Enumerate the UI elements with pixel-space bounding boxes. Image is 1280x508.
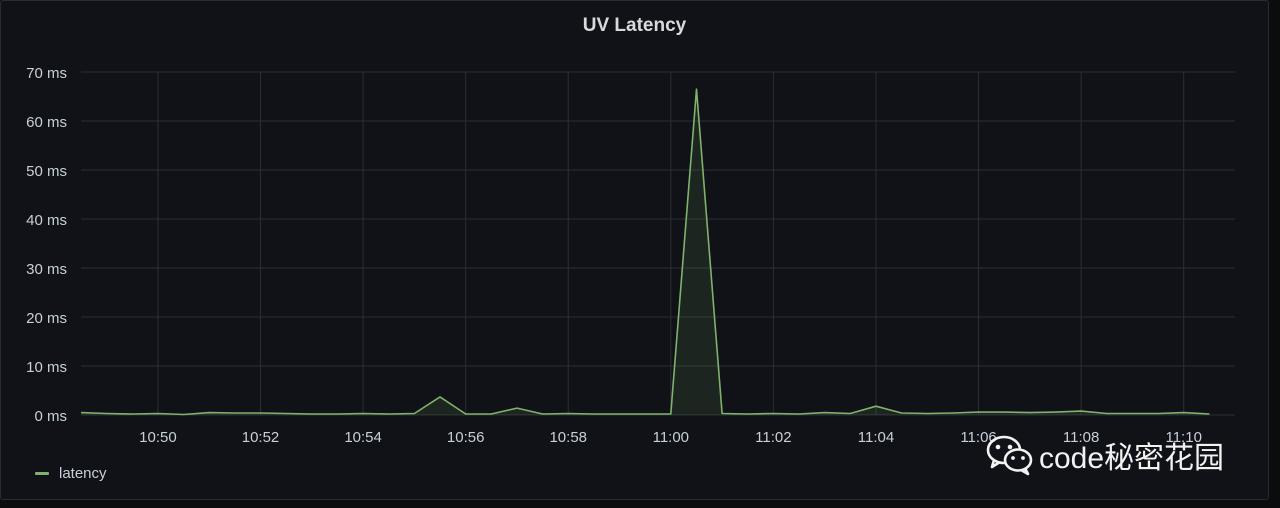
data-point <box>1054 411 1056 413</box>
legend-label[interactable]: latency <box>59 465 107 482</box>
data-point <box>413 412 415 414</box>
data-point <box>285 412 287 414</box>
data-point <box>644 413 646 415</box>
data-point <box>131 413 133 415</box>
grid <box>81 71 1235 416</box>
data-point <box>157 412 159 414</box>
data-point <box>721 412 723 414</box>
y-tick-label: 30 ms <box>26 261 67 278</box>
series-line-latency <box>80 88 1210 416</box>
watermark-text: code秘密花园 <box>1039 442 1225 475</box>
y-tick-label: 70 ms <box>26 65 67 82</box>
y-tick-label: 0 ms <box>34 408 67 425</box>
x-tick-label: 10:52 <box>242 429 280 446</box>
data-point <box>234 412 236 414</box>
x-tick-label: 11:10 <box>1165 429 1201 446</box>
data-point <box>362 412 364 414</box>
data-point <box>1131 412 1133 414</box>
data-point <box>182 413 184 415</box>
data-point <box>439 396 441 398</box>
wechat-icon <box>986 435 1033 476</box>
x-axis: 10:50 10:52 10:54 10:56 10:58 11:00 11:02 11:04… <box>139 429 1202 446</box>
x-tick-label: 11:08 <box>1063 429 1099 446</box>
data-point <box>516 407 518 409</box>
data-point <box>977 411 979 413</box>
data-point <box>926 412 928 414</box>
y-tick-label: 10 ms <box>26 359 67 376</box>
data-point <box>388 413 390 415</box>
y-axis: 0 ms 10 ms 20 ms 30 ms 40 ms 50 ms 60 ms 70 ms <box>26 65 67 425</box>
series-layer <box>80 88 1210 416</box>
x-tick-label: 11:04 <box>858 429 894 446</box>
data-point <box>670 413 672 415</box>
x-tick-label: 10:56 <box>447 429 485 446</box>
data-point <box>747 413 749 415</box>
data-point <box>593 413 595 415</box>
x-tick-label: 10:58 <box>549 429 587 446</box>
data-point <box>875 405 877 407</box>
data-point <box>567 412 569 414</box>
x-tick-label: 10:54 <box>344 429 382 446</box>
data-point <box>336 413 338 415</box>
x-tick-label: 11:00 <box>653 429 689 446</box>
watermark: code秘密花园 <box>985 433 1224 477</box>
data-point <box>259 412 261 414</box>
panel-title[interactable]: UV Latency <box>582 15 687 36</box>
data-point <box>1003 411 1005 413</box>
data-point <box>1183 411 1185 413</box>
data-point <box>824 411 826 413</box>
data-point <box>1208 413 1210 415</box>
data-point <box>105 412 107 414</box>
data-point <box>849 412 851 414</box>
x-tick-label: 10:50 <box>139 429 177 446</box>
data-point <box>1029 411 1031 413</box>
x-tick-label: 11:02 <box>755 429 791 446</box>
data-point <box>952 412 954 414</box>
data-point <box>80 411 82 413</box>
y-tick-label: 20 ms <box>26 310 67 327</box>
legend[interactable]: latency <box>35 465 107 482</box>
data-point <box>1080 410 1082 412</box>
data-point <box>1157 412 1159 414</box>
legend-swatch <box>35 472 49 475</box>
data-point <box>541 413 543 415</box>
data-point <box>208 411 210 413</box>
data-point <box>1106 412 1108 414</box>
data-point <box>695 88 697 90</box>
data-point <box>772 412 774 414</box>
y-tick-label: 50 ms <box>26 163 67 180</box>
data-point <box>465 413 467 415</box>
data-point <box>798 413 800 415</box>
data-point <box>490 413 492 415</box>
chart-panel: UV Latency 0 ms 10 ms 20 ms 30 ms 40 ms 50 ms… <box>0 0 1269 500</box>
y-tick-label: 60 ms <box>26 114 67 131</box>
x-tick-label: 11:06 <box>960 429 996 446</box>
data-point <box>311 413 313 415</box>
data-point <box>900 412 902 414</box>
data-point <box>618 413 620 415</box>
y-tick-label: 40 ms <box>26 212 67 229</box>
